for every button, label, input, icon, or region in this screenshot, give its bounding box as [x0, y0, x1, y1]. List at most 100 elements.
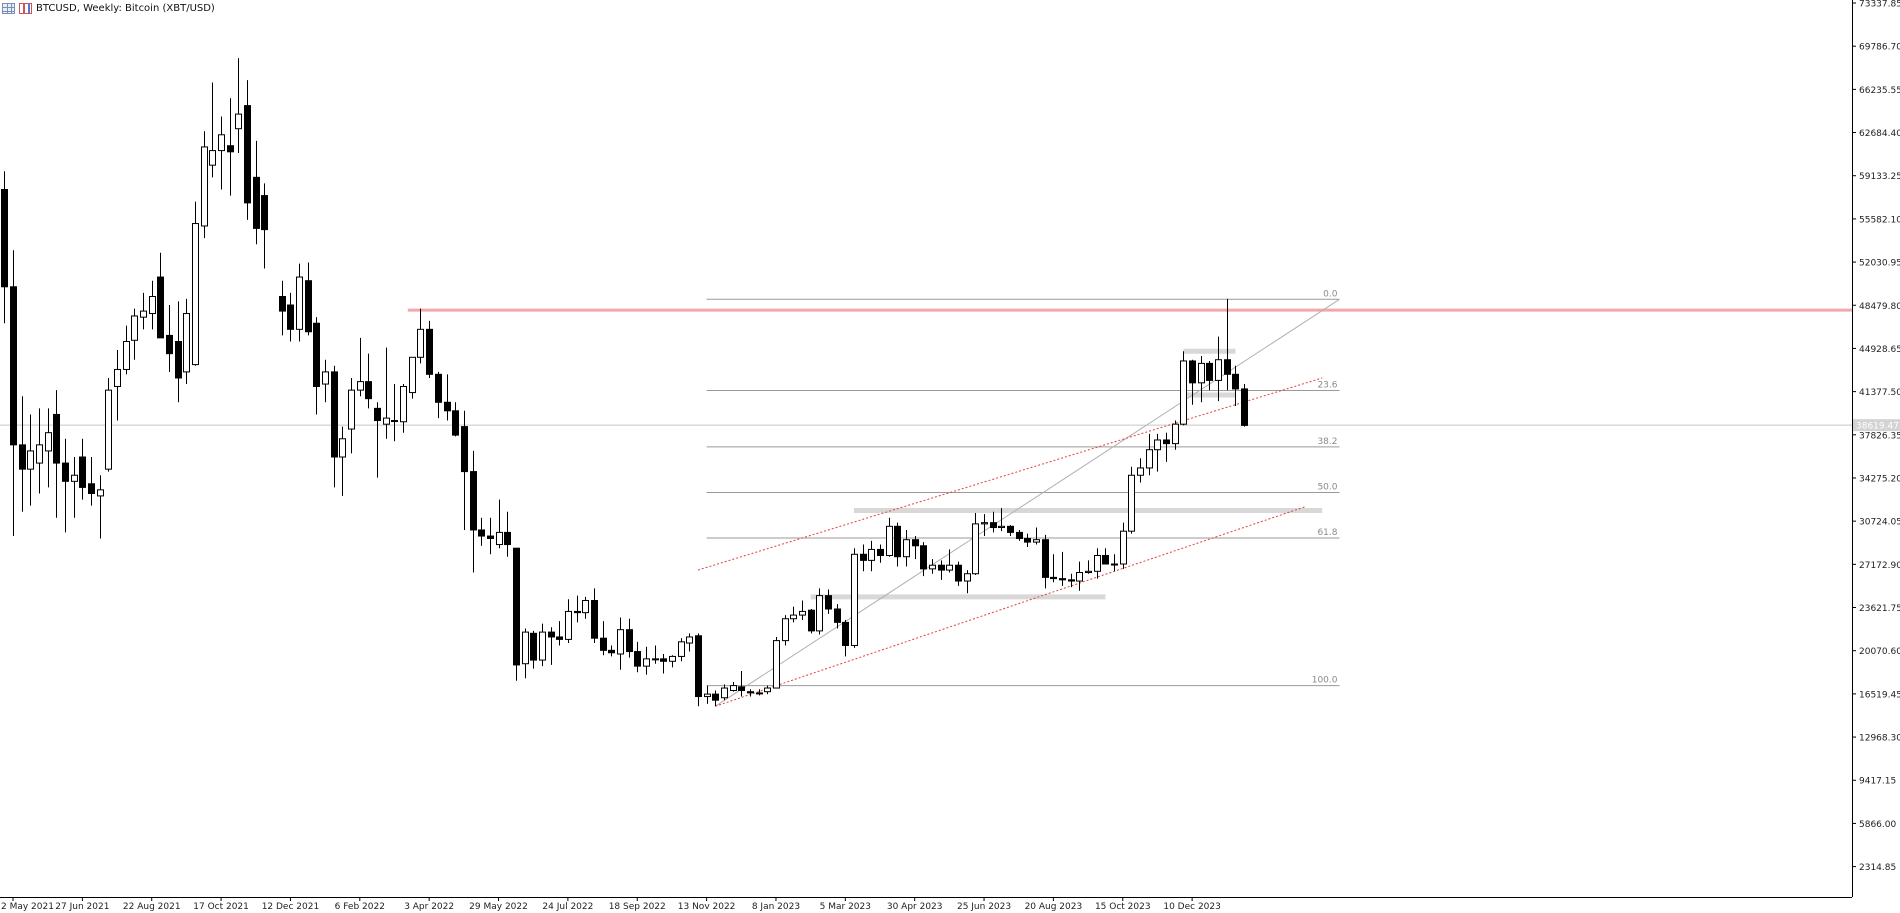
chart-overlays: 0.0 23.6 38.2 50.0 61.8 100.0 — [407, 289, 1852, 707]
x-tick-label: 18 Sep 2022 — [609, 902, 666, 912]
candle — [825, 589, 832, 614]
candle-body — [842, 621, 849, 646]
candle — [1198, 356, 1205, 403]
candle — [582, 596, 589, 619]
candle — [1024, 533, 1031, 547]
candle-body — [669, 655, 676, 662]
candle-body — [938, 564, 945, 571]
candle — [27, 414, 34, 506]
candle-icon[interactable] — [19, 2, 32, 14]
candle — [261, 183, 268, 269]
candle — [348, 377, 355, 454]
candle-body — [1033, 539, 1040, 543]
candle — [877, 544, 884, 563]
candle-body — [244, 105, 251, 204]
candle-body — [487, 535, 494, 539]
candle-body — [790, 614, 797, 620]
candle — [799, 600, 806, 620]
fib-label-3: 50.0 — [1317, 483, 1337, 493]
candle — [166, 305, 173, 372]
candle-body — [1024, 537, 1031, 543]
candle — [998, 508, 1005, 532]
candle — [1180, 351, 1187, 426]
candle — [1128, 466, 1135, 534]
candle — [704, 685, 711, 704]
candle-body — [1068, 579, 1075, 582]
candle — [860, 544, 867, 572]
candle-body — [452, 410, 459, 436]
candle-body — [201, 146, 208, 227]
candle — [903, 529, 910, 567]
candle — [626, 618, 633, 658]
candle — [105, 377, 112, 472]
candle-body — [539, 631, 546, 661]
candle — [548, 627, 555, 665]
candle — [409, 356, 416, 399]
candle — [391, 384, 398, 442]
candle-body — [894, 525, 901, 558]
candle — [97, 475, 104, 539]
x-tick-label: 3 Apr 2022 — [404, 902, 454, 912]
candle — [990, 511, 997, 533]
candle-body — [123, 340, 130, 370]
candle-body — [678, 641, 685, 657]
candle-body — [582, 599, 589, 614]
candle-body — [496, 531, 503, 546]
y-tick-label: 2314.85 — [1859, 863, 1896, 873]
candle-body — [235, 113, 242, 130]
x-tick-label: 20 Aug 2023 — [1025, 902, 1083, 912]
candle-body — [1224, 359, 1231, 375]
x-tick-label: 13 Nov 2022 — [678, 902, 736, 912]
candle — [435, 371, 442, 419]
candle — [669, 655, 676, 668]
candle — [643, 646, 650, 675]
candle — [1042, 534, 1049, 589]
candle — [175, 301, 182, 403]
candle — [851, 548, 858, 648]
candle — [1163, 432, 1170, 462]
candle-body — [1172, 423, 1179, 445]
candle-body — [192, 223, 199, 366]
candle-body — [1085, 570, 1092, 574]
y-tick-label: 34275.20 — [1859, 474, 1900, 484]
candle — [600, 621, 607, 656]
candle — [131, 308, 138, 360]
x-tick-label: 27 Jun 2021 — [55, 902, 109, 912]
candle — [747, 689, 754, 697]
candle — [305, 262, 312, 336]
y-tick-label: 37826.35 — [1859, 431, 1900, 441]
candle-body — [149, 296, 156, 315]
candle-body — [799, 610, 806, 616]
candle — [218, 116, 225, 190]
candle-body — [626, 629, 633, 653]
y-tick-label: 16519.45 — [1859, 690, 1900, 700]
candle-body — [114, 368, 121, 387]
candle-body — [608, 649, 615, 654]
candle-body — [712, 693, 719, 701]
candle-body — [1016, 531, 1023, 539]
candle-body — [643, 658, 650, 667]
candle-body — [287, 304, 294, 330]
y-tick-label: 12968.30 — [1859, 734, 1900, 744]
candle — [678, 638, 685, 662]
candle-body — [617, 629, 624, 655]
candle — [452, 402, 459, 437]
candle — [938, 560, 945, 580]
candle — [912, 536, 919, 560]
candle-body — [877, 548, 884, 556]
candle-body — [218, 134, 225, 152]
candle — [1215, 336, 1222, 402]
candle-body — [1146, 449, 1153, 469]
candle-body — [886, 525, 893, 556]
candle-body — [339, 438, 346, 458]
candle-body — [652, 658, 659, 661]
candle — [149, 280, 156, 330]
candle-body — [548, 631, 555, 638]
candle-body — [1163, 439, 1170, 445]
y-tick-label: 62684.40 — [1859, 129, 1900, 139]
fib-label-0: 0.0 — [1323, 289, 1338, 299]
candle — [36, 408, 43, 494]
candle-body — [955, 564, 962, 582]
chart-grid-icon[interactable] — [2, 2, 15, 14]
